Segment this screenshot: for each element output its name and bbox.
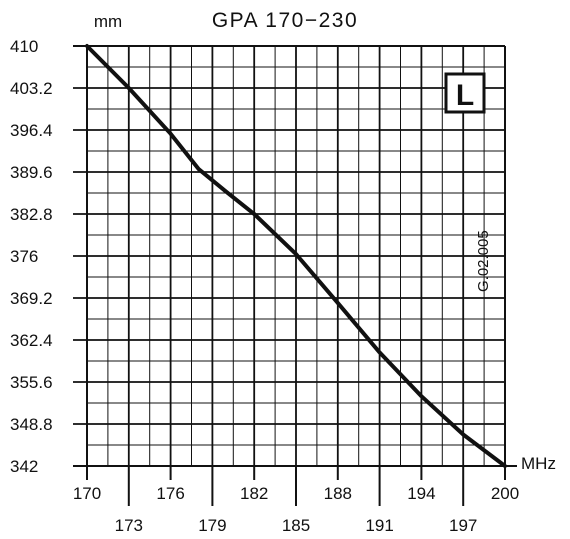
x-tick-label: 197 — [449, 516, 477, 535]
x-tick-label: 182 — [240, 484, 268, 503]
y-unit-label: mm — [94, 12, 122, 31]
badge-text: L — [456, 79, 474, 112]
y-tick-label: 362.4 — [10, 331, 53, 350]
y-tick-label: 348.8 — [10, 415, 53, 434]
chart-title: GPA 170−230 — [212, 9, 358, 32]
y-tick-label: 376 — [10, 247, 38, 266]
code-label: G.02.005 — [475, 230, 492, 292]
x-tick-label: 179 — [198, 516, 226, 535]
y-tick-label: 369.2 — [10, 289, 53, 308]
x-tick-label: 176 — [156, 484, 184, 503]
x-unit-label: MHz — [521, 454, 556, 473]
plot-frame — [73, 45, 517, 506]
x-tick-label: 185 — [282, 516, 310, 535]
series-line — [85, 44, 507, 468]
grid — [73, 45, 505, 467]
y-tick-label: 396.4 — [10, 121, 53, 140]
x-tick-label: 173 — [115, 516, 143, 535]
x-tick-label: 170 — [73, 484, 101, 503]
y-tick-label: 389.6 — [10, 163, 53, 182]
y-tick-label: 403.2 — [10, 79, 53, 98]
labels-layer: GPA 170−230 mm MHz G.02.005 L 170 176 182 1… — [10, 9, 556, 535]
series-layer — [85, 44, 507, 468]
x-tick-label: 194 — [407, 484, 435, 503]
y-tick-label: 355.6 — [10, 373, 53, 392]
y-tick-label: 342 — [10, 457, 38, 476]
y-tick-label: 382.8 — [10, 205, 53, 224]
y-tick-label: 410 — [10, 37, 38, 56]
badge: L — [444, 72, 486, 114]
x-tick-label: 191 — [365, 516, 393, 535]
x-tick-label: 200 — [491, 484, 519, 503]
code-label-group: G.02.005 — [475, 230, 492, 292]
x-tick-label: 188 — [324, 484, 352, 503]
badge-box — [444, 72, 486, 114]
